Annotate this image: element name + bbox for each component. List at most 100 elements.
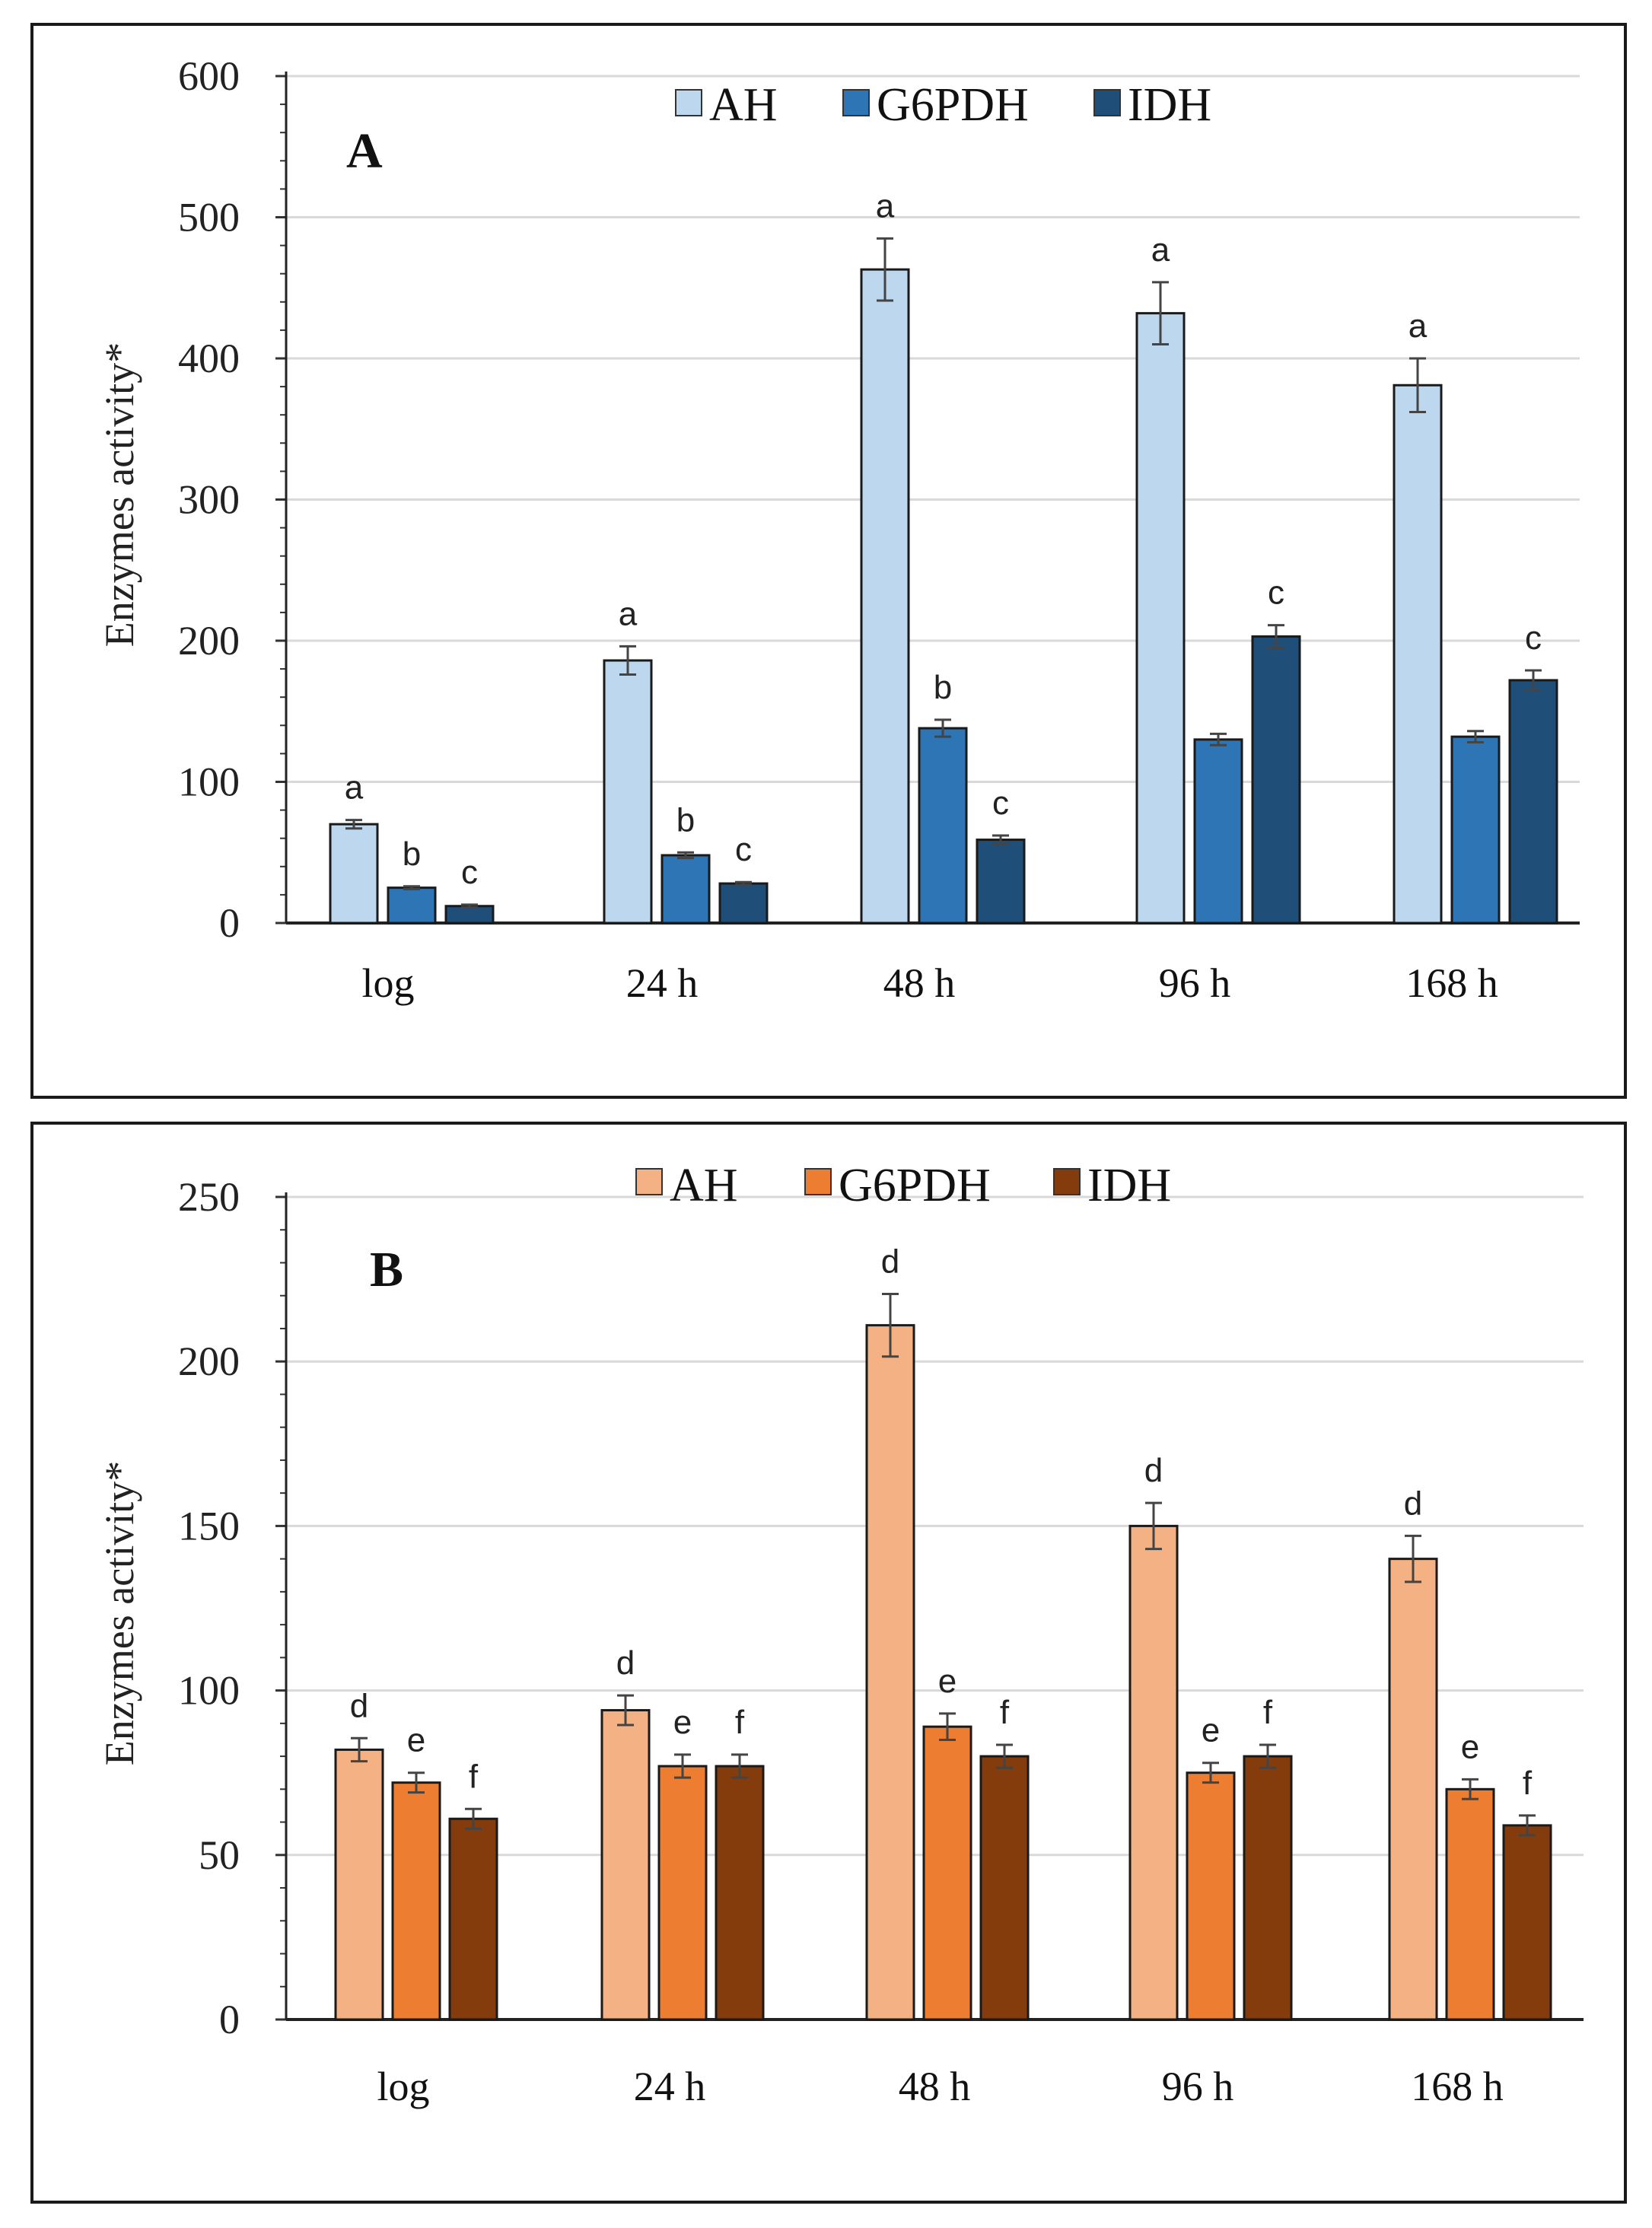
x-tick-label: 96 h — [1159, 960, 1231, 1006]
bar-ah-168h — [1393, 384, 1443, 925]
panel-label: B — [370, 1242, 403, 1297]
significance-letter: e — [1202, 1712, 1220, 1749]
legend-label-idh: IDH — [1087, 1160, 1171, 1211]
y-tick-label: 400 — [178, 336, 240, 381]
bar-ah-48h — [865, 1324, 915, 2021]
bar-ah-24h — [603, 659, 653, 925]
y-tick-label: 150 — [178, 1503, 240, 1548]
significance-letter: a — [1151, 231, 1170, 269]
legend-label-g6pdh: G6PDH — [839, 1160, 991, 1211]
chart-panel-b — [30, 1122, 1627, 2204]
legend-label-ah: AH — [709, 79, 778, 131]
significance-letter: d — [881, 1243, 899, 1281]
x-tick-label: 48 h — [899, 2064, 971, 2109]
legend-swatch-ah — [675, 89, 702, 116]
bar-idh-168h — [1508, 679, 1558, 925]
y-tick-label: 600 — [178, 53, 240, 99]
significance-letter: d — [616, 1644, 635, 1682]
y-tick-label: 0 — [219, 900, 240, 946]
significance-letter: c — [992, 785, 1009, 822]
legend-label-idh: IDH — [1128, 79, 1211, 131]
bar-ah-168h — [1388, 1558, 1438, 2021]
y-tick-label: 0 — [219, 1997, 240, 2042]
y-tick-label: 250 — [178, 1174, 240, 1220]
significance-letter: c — [1525, 619, 1542, 657]
bar-g6pdh-48h — [922, 1725, 972, 2021]
bar-idh-24h — [718, 882, 769, 925]
significance-letter: c — [735, 831, 752, 868]
legend-swatch-idh — [1053, 1168, 1081, 1195]
chart-a: 0 100 200 300 400 500 600 Enzymes activity* A AH G… — [97, 53, 1580, 1006]
y-tick-label: 200 — [178, 1338, 240, 1384]
bar-g6pdh-24h — [657, 1765, 708, 2021]
significance-letter: f — [735, 1704, 745, 1741]
panel-label: A — [346, 123, 383, 179]
bar-idh-48h — [979, 1755, 1030, 2021]
bar-idh-log — [448, 1817, 498, 2021]
bar-ah-log — [334, 1748, 384, 2021]
y-axis-label: Enzymes activity* — [97, 1461, 142, 1765]
y-tick-label: 100 — [178, 1668, 240, 1714]
x-tick-label: 96 h — [1162, 2064, 1234, 2109]
x-tick-label: 24 h — [634, 2064, 706, 2109]
significance-letter: f — [1000, 1694, 1010, 1731]
bar-g6pdh-log — [387, 886, 437, 925]
legend-swatch-ah — [635, 1168, 663, 1195]
significance-letter: a — [345, 769, 364, 807]
significance-letter: a — [619, 595, 638, 632]
bar-g6pdh-48h — [918, 727, 968, 925]
x-tick-label: log — [361, 960, 414, 1006]
bar-idh-168h — [1502, 1824, 1552, 2021]
significance-letter: c — [1268, 575, 1284, 612]
legend-label-g6pdh: G6PDH — [877, 79, 1029, 131]
y-axis-label: Enzymes activity* — [97, 342, 142, 647]
x-tick-label: 168 h — [1411, 2064, 1504, 2109]
legend-swatch-g6pdh — [842, 89, 870, 116]
significance-letter: d — [1404, 1485, 1422, 1522]
bar-g6pdh-168h — [1445, 1787, 1495, 2021]
significance-letter: e — [938, 1663, 957, 1700]
significance-letter: f — [1523, 1765, 1533, 1802]
bar-g6pdh-96h — [1193, 738, 1243, 925]
significance-letter: b — [676, 801, 695, 839]
bar-g6pdh-96h — [1186, 1771, 1236, 2021]
chart-b: 0 50 100 150 200 250 Enzymes activity* B AH G6PDH… — [97, 1160, 1584, 2109]
bar-ah-96h — [1128, 1524, 1179, 2021]
bar-ah-log — [329, 823, 379, 925]
significance-letter: e — [407, 1722, 425, 1759]
bar-g6pdh-168h — [1450, 735, 1501, 925]
bar-ah-24h — [600, 1709, 651, 2021]
significance-letter: d — [1144, 1452, 1163, 1489]
y-tick-label: 50 — [199, 1832, 240, 1878]
chart-panel-a — [30, 23, 1627, 1099]
bar-idh-96h — [1251, 635, 1301, 925]
bar-ah-48h — [860, 268, 910, 925]
significance-letter: e — [1461, 1728, 1479, 1765]
significance-letter: a — [876, 187, 895, 224]
y-tick-label: 500 — [178, 195, 240, 240]
x-tick-label: 168 h — [1405, 960, 1498, 1006]
bar-ah-96h — [1135, 312, 1186, 925]
x-tick-label: log — [377, 2064, 429, 2109]
significance-letter: e — [673, 1704, 692, 1741]
bar-g6pdh-log — [391, 1781, 441, 2021]
y-tick-label: 200 — [178, 618, 240, 664]
legend-label-ah: AH — [670, 1160, 738, 1211]
bar-g6pdh-24h — [660, 854, 711, 925]
significance-letter: c — [461, 854, 478, 891]
significance-letter: f — [469, 1758, 479, 1795]
significance-letter: d — [350, 1687, 368, 1724]
legend-swatch-idh — [1093, 89, 1121, 116]
bar-idh-96h — [1243, 1755, 1293, 2021]
y-tick-label: 300 — [178, 477, 240, 523]
y-tick-label: 100 — [178, 759, 240, 805]
bar-idh-48h — [976, 839, 1026, 925]
significance-letter: b — [934, 669, 952, 706]
significance-letter: f — [1263, 1694, 1273, 1731]
significance-letter: b — [403, 836, 421, 873]
bar-idh-24h — [715, 1765, 765, 2021]
significance-letter: a — [1408, 307, 1428, 345]
x-tick-label: 24 h — [626, 960, 699, 1006]
x-tick-label: 48 h — [883, 960, 956, 1006]
